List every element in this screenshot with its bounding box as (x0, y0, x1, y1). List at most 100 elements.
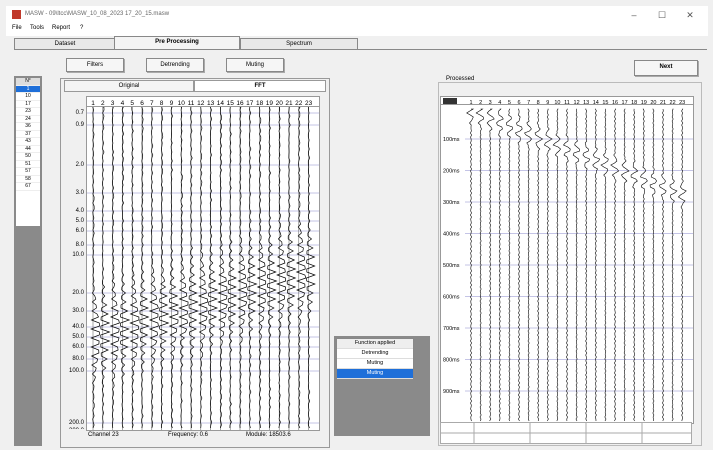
time-label: 400ms (443, 232, 460, 238)
next-button[interactable]: Next (634, 60, 698, 76)
summary-cells (440, 422, 692, 444)
time-label: 600ms (443, 295, 460, 301)
time-label: 900ms (443, 389, 460, 395)
list-item[interactable]: 57 (16, 168, 40, 176)
time-label: 100ms (443, 137, 460, 143)
menu-file[interactable]: File (12, 25, 22, 31)
list-item[interactable]: 51 (16, 161, 40, 169)
menu-bar: File Tools Report ? (6, 24, 708, 36)
muting-button[interactable]: Muting (226, 58, 284, 72)
fft-trace (101, 107, 110, 428)
summary-grid (440, 422, 692, 444)
list-item[interactable]: Detrending (337, 349, 413, 359)
axis-tick-label: 3.0 (76, 190, 85, 196)
fft-trace (287, 107, 295, 428)
axis-tick-label: 0.9 (76, 122, 85, 128)
axis-tick-label: 60.0 (72, 344, 84, 350)
fft-trace (238, 107, 247, 428)
axis-tick-label: 4.0 (76, 208, 85, 214)
list-item[interactable]: 50 (16, 153, 40, 161)
tab-pre-processing[interactable]: Pre Processing (114, 36, 240, 50)
minimize-button[interactable]: – (626, 9, 642, 21)
axis-tick-label: 10.0 (72, 252, 84, 258)
fft-trace (150, 107, 159, 428)
axis-tick-label: 2.0 (76, 162, 85, 168)
list-item[interactable]: Muting (337, 359, 413, 369)
fft-trace (218, 107, 227, 428)
app-icon (12, 10, 21, 19)
processed-title: Processed (444, 76, 476, 82)
time-label: 500ms (443, 263, 460, 269)
axis-tick-label: 8.0 (76, 242, 85, 248)
trace-list[interactable]: N° 1 10 17 23 24 36 37 43 44 50 51 57 58… (16, 78, 40, 226)
list-item[interactable]: 43 (16, 138, 40, 146)
fft-trace (258, 107, 266, 428)
fft-trace (140, 107, 149, 428)
maximize-button[interactable]: ☐ (654, 9, 670, 21)
fft-trace (179, 107, 188, 428)
tab-fft[interactable]: FFT (194, 80, 326, 92)
axis-tick-label: 80.0 (72, 356, 84, 362)
fft-trace (111, 107, 120, 428)
axis-tick-label: 30.0 (72, 308, 84, 314)
list-item[interactable]: 23 (16, 108, 40, 116)
close-button[interactable]: ✕ (682, 9, 698, 21)
fft-plot[interactable] (86, 106, 320, 431)
time-label: 700ms (443, 326, 460, 332)
list-item[interactable]: 58 (16, 176, 40, 184)
fft-trace (160, 107, 169, 428)
time-label: 800ms (443, 358, 460, 364)
axis-tick-label: 300.0 (69, 428, 85, 429)
fft-trace (189, 107, 198, 428)
title-bar: MASW - 09\ltcc\MASW_10_08_2023 17_20_15.… (6, 6, 708, 24)
list-item[interactable]: 37 (16, 131, 40, 139)
frequency-axis: 0.7 0.9 2.0 3.0 4.0 5.0 6.0 8.0 10.0 20.0 30.0 40.0… (60, 106, 86, 429)
fft-trace (209, 107, 218, 428)
menu-tools[interactable]: Tools (30, 25, 44, 31)
fft-trace (277, 107, 286, 428)
module-readout: Module: 18503.6 (246, 432, 291, 438)
list-item[interactable]: Muting (337, 369, 413, 379)
seismogram-plot[interactable]: 100ms 200ms 300ms 400ms 500ms 600ms 700ms 800ms… (440, 104, 694, 424)
fft-trace (267, 107, 276, 428)
axis-tick-label: 100.0 (69, 368, 85, 374)
fft-trace (120, 107, 129, 428)
list-item[interactable]: 67 (16, 183, 40, 191)
fft-trace (297, 107, 306, 428)
trace-list-header: N° (16, 78, 40, 86)
fft-trace (228, 107, 236, 428)
list-item[interactable]: 1 (16, 86, 40, 94)
fft-trace (199, 107, 208, 428)
tab-original[interactable]: Original (64, 80, 194, 92)
filters-button[interactable]: Filters (66, 58, 124, 72)
fft-trace (307, 107, 315, 428)
time-label: 300ms (443, 200, 460, 206)
fft-trace (248, 107, 257, 428)
axis-tick-label: 5.0 (76, 218, 85, 224)
channel-readout: Channel 23 (88, 432, 119, 438)
axis-tick-label: 0.7 (76, 110, 85, 116)
function-list[interactable]: Function applied Detrending Muting Mutin… (336, 338, 414, 378)
fft-trace (130, 107, 139, 428)
list-item[interactable]: 10 (16, 93, 40, 101)
menu-report[interactable]: Report (52, 25, 70, 31)
seismogram-canvas: 100ms 200ms 300ms 400ms 500ms 600ms 700ms 800ms… (441, 105, 693, 423)
function-list-header: Function applied (337, 339, 413, 349)
axis-tick-label: 200.0 (69, 420, 85, 426)
axis-tick-label: 40.0 (72, 324, 84, 330)
list-item[interactable]: 24 (16, 116, 40, 124)
tab-divider (14, 49, 707, 50)
fft-trace (91, 107, 100, 428)
status-bar: Channel 23 Frequency: 0.6 Module: 18503.… (86, 432, 318, 442)
axis-tick-label: 50.0 (72, 334, 84, 340)
list-item[interactable]: 36 (16, 123, 40, 131)
list-item[interactable]: 17 (16, 101, 40, 109)
time-label: 200ms (443, 169, 460, 175)
menu-help[interactable]: ? (80, 25, 83, 31)
list-item[interactable]: 44 (16, 146, 40, 154)
detrending-button[interactable]: Detrending (146, 58, 204, 72)
axis-tick-label: 6.0 (76, 228, 85, 234)
axis-tick-label: 20.0 (72, 290, 84, 296)
fft-plot-canvas (87, 107, 319, 430)
window-title: MASW - 09\ltcc\MASW_10_08_2023 17_20_15.… (25, 11, 169, 17)
